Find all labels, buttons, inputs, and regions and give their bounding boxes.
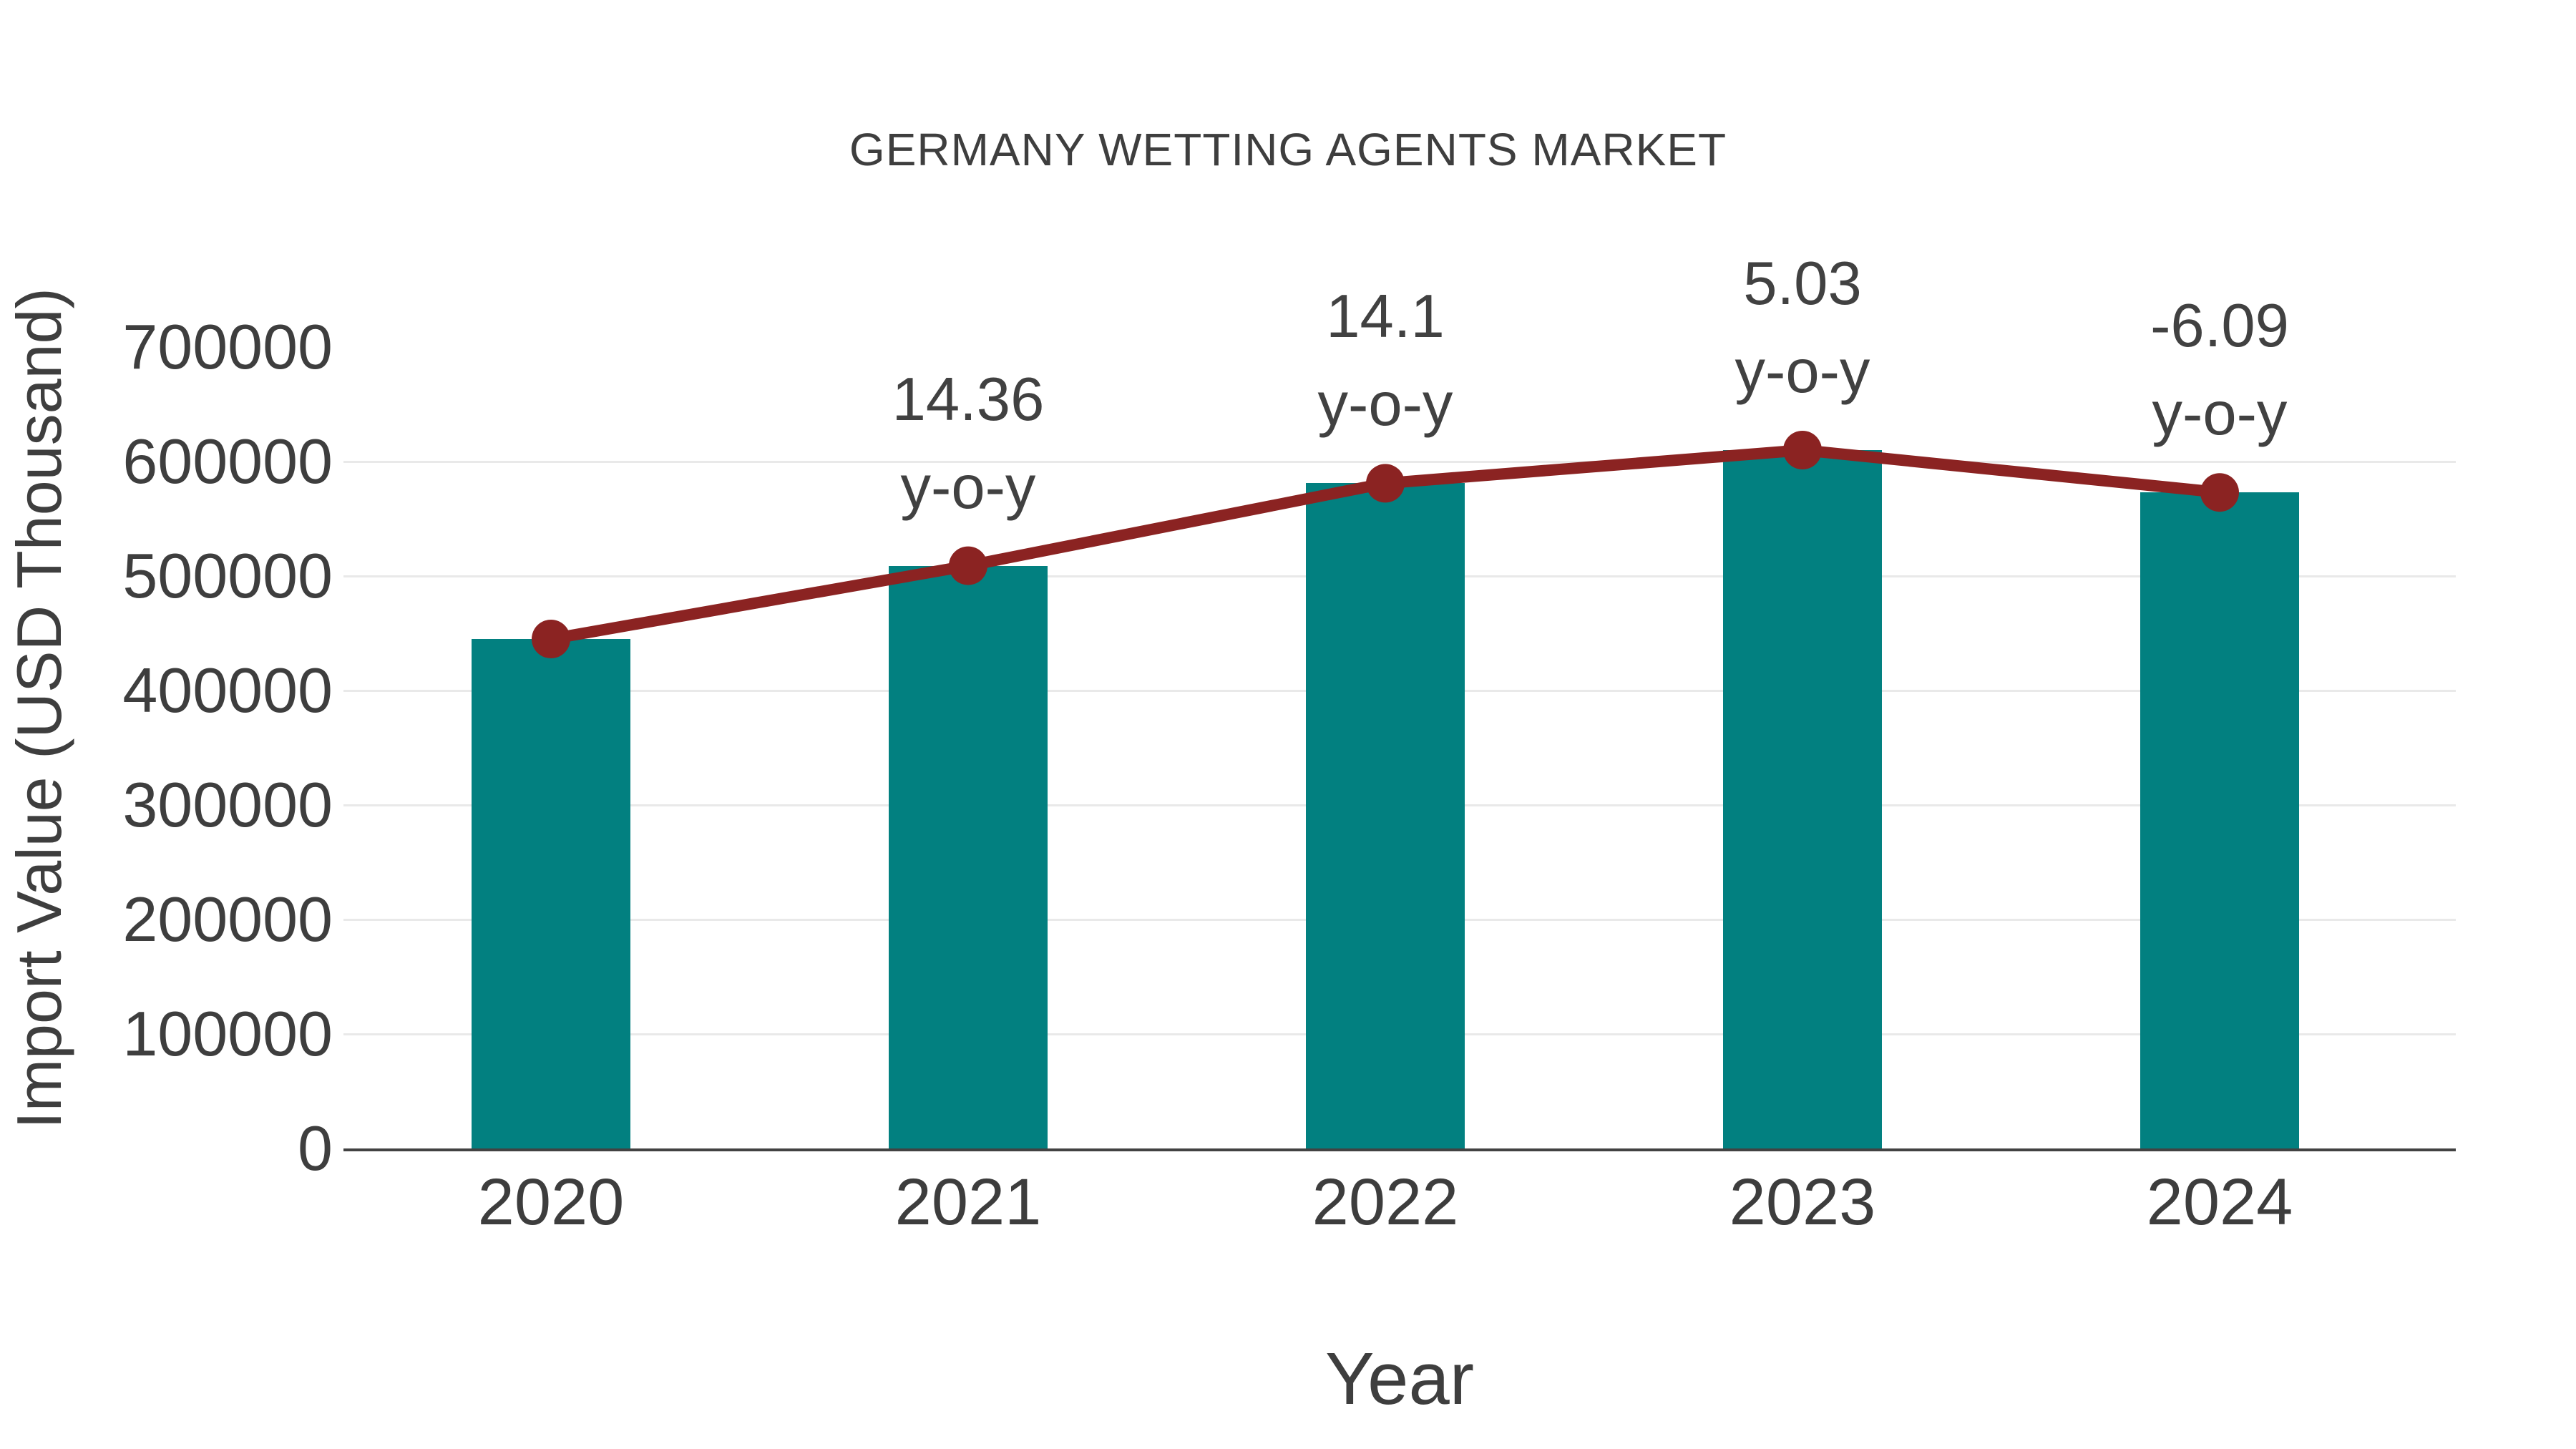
annotation-2022: 14.1 y-o-y bbox=[1156, 273, 1614, 449]
bar-2022 bbox=[1306, 483, 1465, 1148]
annotation-2021: 14.36 y-o-y bbox=[739, 356, 1197, 532]
annotation-value: 14.1 bbox=[1326, 283, 1445, 351]
annotation-unit: y-o-y bbox=[900, 453, 1036, 522]
bar-2020 bbox=[472, 639, 630, 1148]
y-tick-label-400000: 400000 bbox=[122, 655, 333, 726]
data-point-2022 bbox=[1366, 464, 1405, 503]
y-tick-label-700000: 700000 bbox=[122, 311, 333, 382]
bar-2024 bbox=[2140, 492, 2299, 1148]
bar-2023 bbox=[1723, 450, 1882, 1148]
data-point-2024 bbox=[2200, 473, 2239, 512]
x-tick-label-2022: 2022 bbox=[1312, 1166, 1459, 1239]
annotation-unit: y-o-y bbox=[2152, 380, 2288, 449]
y-tick-label-300000: 300000 bbox=[122, 769, 333, 840]
annotation-2024: -6.09 y-o-y bbox=[1991, 282, 2449, 458]
y-tick-label-500000: 500000 bbox=[122, 540, 333, 611]
x-axis-line bbox=[343, 1148, 2456, 1151]
x-tick-label-2020: 2020 bbox=[477, 1166, 625, 1239]
y-tick-label-200000: 200000 bbox=[122, 884, 333, 955]
data-point-2021 bbox=[949, 546, 987, 585]
annotation-value: -6.09 bbox=[2150, 292, 2289, 361]
chart-title: GERMANY WETTING AGENTS MARKET bbox=[849, 124, 1727, 175]
annotation-value: 14.36 bbox=[892, 365, 1045, 434]
annotation-unit: y-o-y bbox=[1735, 338, 1870, 406]
annotation-2023: 5.03 y-o-y bbox=[1574, 240, 2031, 416]
x-tick-label-2023: 2023 bbox=[1729, 1166, 1876, 1239]
y-tick-label-600000: 600000 bbox=[122, 426, 333, 497]
data-point-2023 bbox=[1783, 431, 1822, 469]
annotation-value: 5.03 bbox=[1743, 250, 1862, 318]
annotation-unit: y-o-y bbox=[1317, 371, 1453, 439]
gridline-600000 bbox=[343, 461, 2456, 463]
data-point-2020 bbox=[532, 620, 570, 658]
y-tick-label-100000: 100000 bbox=[122, 998, 333, 1069]
x-tick-label-2021: 2021 bbox=[894, 1166, 1042, 1239]
x-axis-title: Year bbox=[1324, 1337, 1475, 1420]
bar-2021 bbox=[889, 565, 1048, 1148]
x-tick-label-2024: 2024 bbox=[2146, 1166, 2293, 1239]
y-tick-label-0: 0 bbox=[298, 1113, 333, 1184]
